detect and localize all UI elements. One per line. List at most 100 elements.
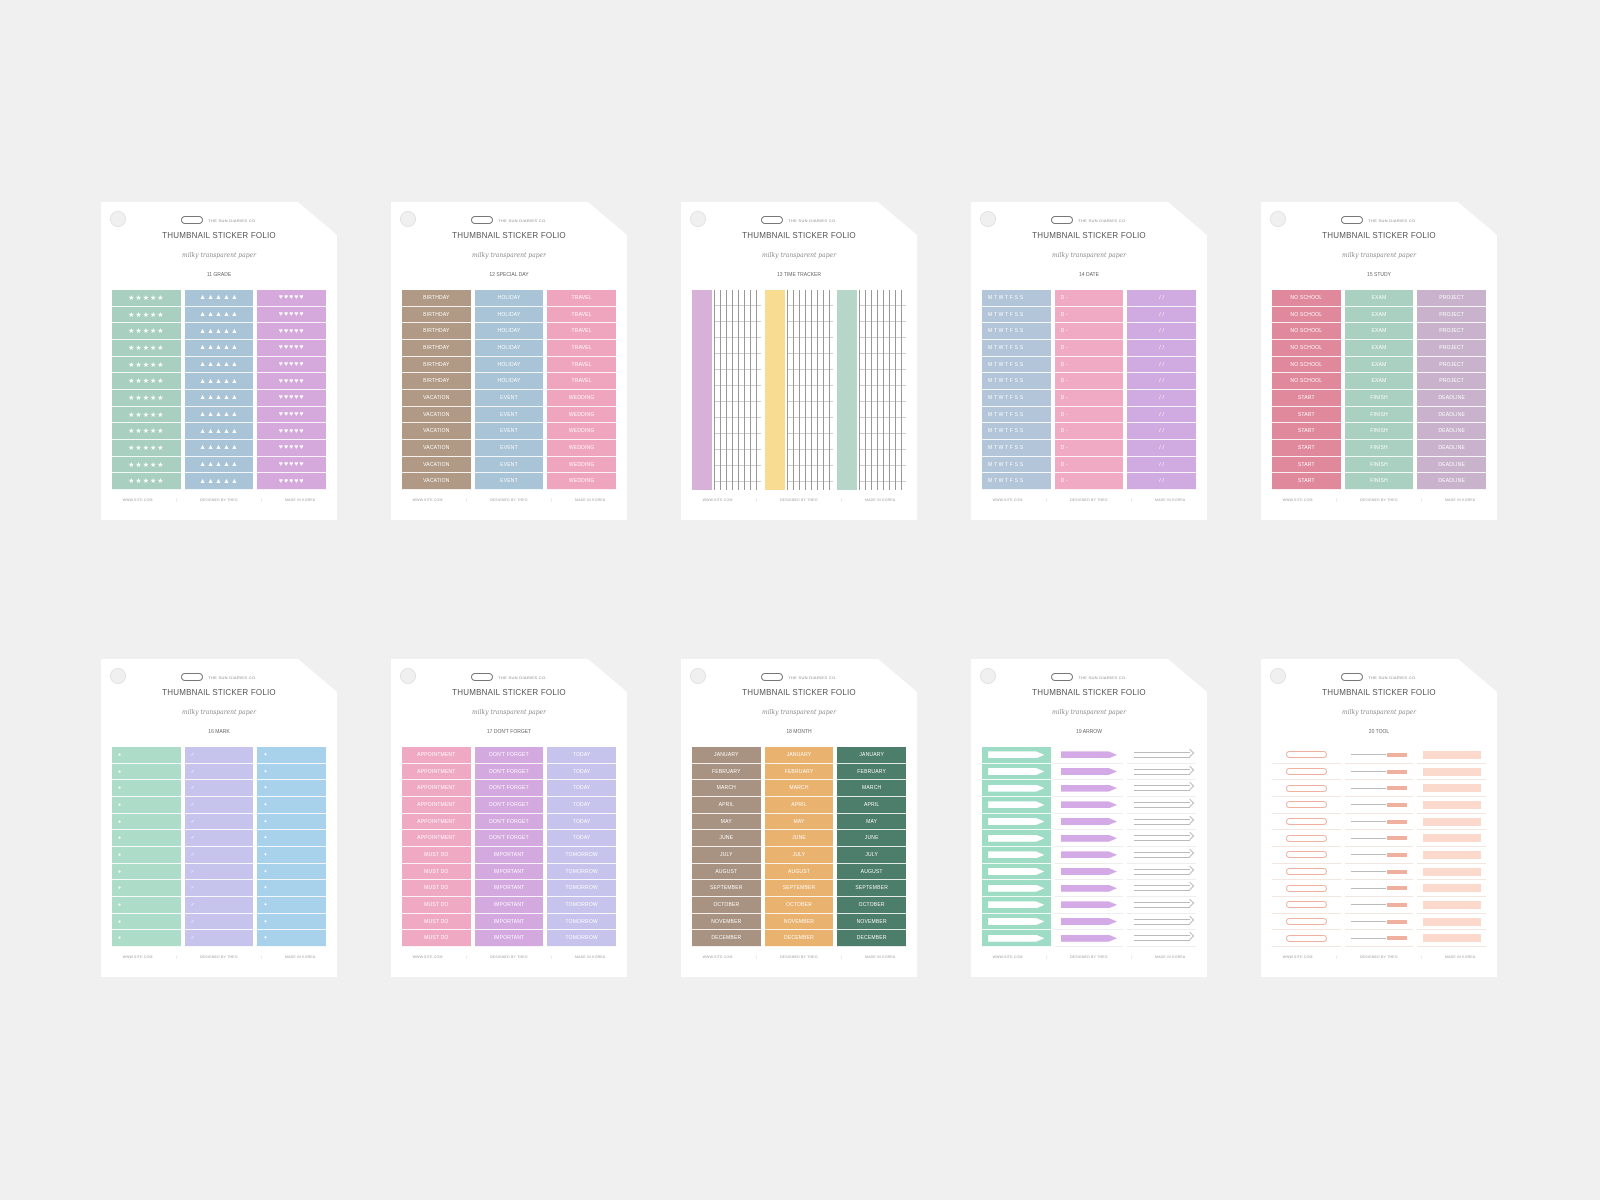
tool-sticker[interactable] (1272, 764, 1341, 781)
sticker-cell[interactable]: PROJECT (1417, 356, 1487, 374)
sticker-cell[interactable]: ✦ (257, 747, 327, 764)
sticker-cell[interactable]: / / (1127, 340, 1197, 357)
sticker-cell[interactable]: ✦ (257, 863, 327, 881)
sticker-cell[interactable]: HOLIDAY (474, 340, 544, 357)
sticker-cell[interactable]: HOLIDAY (474, 290, 544, 307)
tool-sticker[interactable] (1344, 880, 1414, 898)
sticker-cell[interactable]: ● (112, 863, 181, 881)
sticker-cell[interactable]: AUGUST (764, 863, 834, 881)
arrow-sticker[interactable] (1054, 747, 1124, 764)
sticker-cell[interactable]: ✓ (184, 830, 254, 848)
sticker-cell[interactable]: M T W T F S S (982, 290, 1051, 307)
tracker-grid[interactable] (786, 290, 834, 490)
drop-icon[interactable]: ▲▲▲▲▲ (184, 473, 254, 491)
star-icon[interactable]: ★★★★★ (112, 373, 181, 391)
sticker-cell[interactable]: / / (1127, 290, 1197, 307)
sticker-cell[interactable]: START (1272, 440, 1341, 457)
sticker-cell[interactable]: / / (1127, 456, 1197, 474)
tool-sticker[interactable] (1344, 747, 1414, 764)
arrow-sticker[interactable] (1054, 814, 1124, 831)
sticker-cell[interactable]: SEPTEMBER (837, 880, 907, 898)
arrow-sticker[interactable] (1127, 747, 1197, 764)
sticker-cell[interactable]: VACATION (402, 473, 471, 491)
arrow-sticker[interactable] (1054, 930, 1124, 948)
sticker-cell[interactable]: M T W T F S S (982, 406, 1051, 424)
sticker-cell[interactable]: FINISH (1344, 473, 1414, 491)
sticker-cell[interactable]: START (1272, 456, 1341, 474)
sticker-cell[interactable]: START (1272, 473, 1341, 491)
sticker-cell[interactable]: WEDDING (547, 456, 617, 474)
sticker-cell[interactable]: MUST DO (402, 863, 471, 881)
tool-sticker[interactable] (1344, 897, 1414, 914)
sticker-cell[interactable]: ✦ (257, 880, 327, 898)
sticker-folio-card[interactable]: THE SUN DIARIES CO. THUMBNAIL STICKER FOL… (1261, 659, 1497, 977)
arrow-sticker[interactable] (1054, 764, 1124, 781)
sticker-cell[interactable]: DEADLINE (1417, 390, 1487, 407)
arrow-sticker[interactable] (1054, 797, 1124, 814)
sticker-cell[interactable]: SEPTEMBER (692, 880, 761, 898)
sticker-cell[interactable]: DEADLINE (1417, 473, 1487, 491)
sticker-cell[interactable]: ● (112, 780, 181, 798)
sticker-cell[interactable]: ● (112, 897, 181, 914)
sticker-cell[interactable]: OCTOBER (764, 897, 834, 914)
sticker-cell[interactable]: / / (1127, 356, 1197, 374)
sticker-cell[interactable]: / / (1127, 323, 1197, 341)
tracker-color-band[interactable] (837, 290, 858, 490)
sticker-cell[interactable]: DON'T FORGET (474, 780, 544, 798)
sticker-cell[interactable]: DON'T FORGET (474, 797, 544, 814)
arrow-sticker[interactable] (1054, 864, 1124, 881)
arrow-sticker[interactable] (982, 764, 1051, 781)
sticker-cell[interactable]: JUNE (692, 830, 761, 848)
sticker-cell[interactable]: D - (1054, 390, 1124, 407)
sticker-cell[interactable]: MARCH (692, 780, 761, 798)
sticker-cell[interactable]: DEADLINE (1417, 456, 1487, 474)
drop-icon[interactable]: ▲▲▲▲▲ (184, 406, 254, 424)
sticker-cell[interactable]: START (1272, 406, 1341, 424)
sticker-cell[interactable]: PROJECT (1417, 306, 1487, 324)
sticker-cell[interactable]: NOVEMBER (837, 913, 907, 931)
sticker-cell[interactable]: IMPORTANT (474, 880, 544, 898)
tool-sticker[interactable] (1344, 814, 1414, 831)
sticker-cell[interactable]: / / (1127, 306, 1197, 324)
sticker-cell[interactable]: TRAVEL (547, 340, 617, 357)
sticker-cell[interactable]: ● (112, 847, 181, 864)
arrow-sticker[interactable] (982, 914, 1051, 931)
sticker-cell[interactable]: BIRTHDAY (402, 290, 471, 307)
sticker-cell[interactable]: / / (1127, 390, 1197, 407)
drop-icon[interactable]: ▲▲▲▲▲ (184, 290, 254, 307)
sticker-cell[interactable]: TODAY (547, 763, 617, 781)
arrow-sticker[interactable] (982, 930, 1051, 948)
heart-icon[interactable]: ♥♥♥♥♥ (257, 323, 327, 341)
sticker-folio-card[interactable]: THE SUN DIARIES CO. THUMBNAIL STICKER FOL… (391, 202, 627, 520)
sticker-cell[interactable]: VACATION (402, 456, 471, 474)
tracker-grid[interactable] (714, 290, 761, 490)
drop-icon[interactable]: ▲▲▲▲▲ (184, 440, 254, 457)
sticker-cell[interactable]: MARCH (764, 780, 834, 798)
arrow-sticker[interactable] (1127, 914, 1197, 931)
tool-sticker[interactable] (1417, 897, 1487, 914)
sticker-cell[interactable]: ✦ (257, 763, 327, 781)
sticker-cell[interactable]: APPOINTMENT (402, 747, 471, 764)
tool-sticker[interactable] (1272, 747, 1341, 764)
sticker-cell[interactable]: D - (1054, 473, 1124, 491)
sticker-cell[interactable]: TOMORROW (547, 930, 617, 948)
arrow-sticker[interactable] (1054, 880, 1124, 898)
sticker-cell[interactable]: EVENT (474, 390, 544, 407)
tool-sticker[interactable] (1272, 864, 1341, 881)
arrow-sticker[interactable] (1127, 847, 1197, 864)
sticker-cell[interactable]: MAY (692, 813, 761, 831)
sticker-cell[interactable]: DEADLINE (1417, 406, 1487, 424)
star-icon[interactable]: ★★★★★ (112, 406, 181, 424)
arrow-sticker[interactable] (982, 864, 1051, 881)
sticker-cell[interactable]: DECEMBER (692, 930, 761, 948)
sticker-cell[interactable]: D - (1054, 323, 1124, 341)
sticker-cell[interactable]: ✓ (184, 897, 254, 914)
sticker-cell[interactable]: EXAM (1344, 323, 1414, 341)
sticker-cell[interactable]: ✦ (257, 797, 327, 814)
sticker-cell[interactable]: / / (1127, 406, 1197, 424)
tracker-color-band[interactable] (764, 290, 785, 490)
drop-icon[interactable]: ▲▲▲▲▲ (184, 456, 254, 474)
tool-sticker[interactable] (1417, 847, 1487, 864)
sticker-cell[interactable]: ✦ (257, 930, 327, 948)
sticker-cell[interactable]: VACATION (402, 390, 471, 407)
